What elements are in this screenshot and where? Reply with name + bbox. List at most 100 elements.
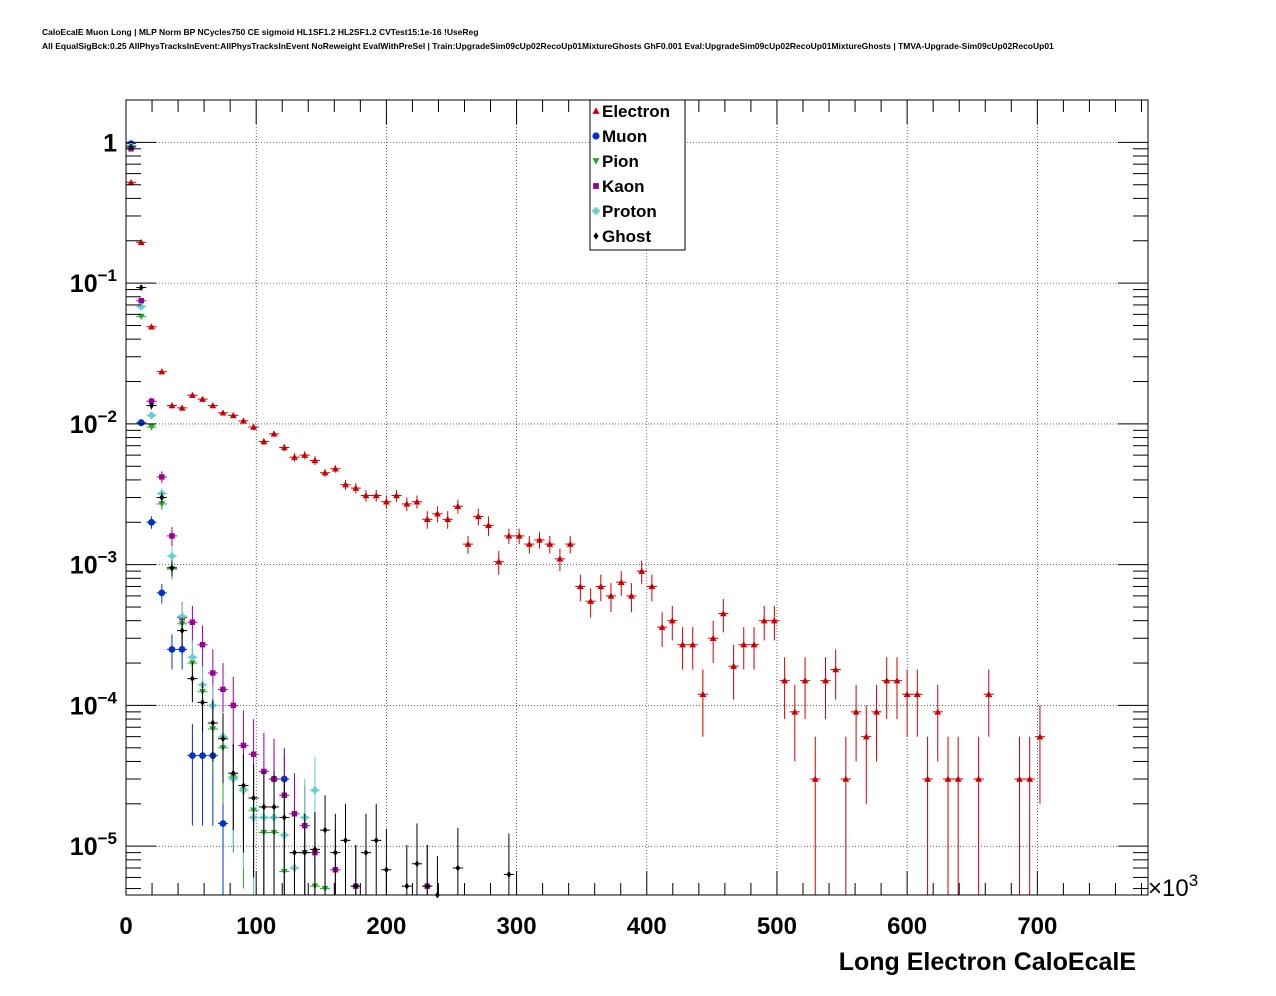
- data-point-muon: [188, 752, 196, 760]
- legend-marker-proton: [592, 207, 600, 215]
- data-point-ghost: [332, 849, 338, 857]
- legend-entry-electron: Electron: [592, 102, 670, 121]
- legend-entry-pion: Pion: [592, 152, 639, 171]
- data-point-pion: [158, 501, 166, 508]
- data-point-ghost: [404, 882, 410, 890]
- data-point-electron: [750, 641, 758, 648]
- data-point-electron: [137, 238, 145, 246]
- data-point-electron: [413, 498, 421, 505]
- data-point-proton: [148, 411, 155, 419]
- data-point-kaon: [250, 751, 257, 757]
- data-point-ghost: [241, 782, 246, 789]
- data-point-electron: [607, 592, 615, 599]
- data-point-electron: [842, 775, 850, 782]
- data-point-ghost: [302, 849, 308, 857]
- data-point-electron: [719, 610, 727, 617]
- data-point-electron: [709, 634, 717, 641]
- data-point-kaon: [220, 686, 226, 693]
- data-point-ghost: [190, 675, 195, 683]
- x-tick-label: 400: [627, 913, 667, 940]
- data-point-electron: [852, 708, 860, 715]
- data-point-electron: [934, 708, 942, 715]
- data-point-electron: [168, 402, 176, 409]
- data-point-electron: [862, 733, 870, 740]
- chart-subtitle: All EqualSigBck:0.25 AllPhysTracksInEven…: [42, 41, 1054, 51]
- data-point-electron: [628, 592, 635, 599]
- data-point-electron: [331, 465, 339, 472]
- data-point-pion: [148, 424, 155, 431]
- data-point-electron: [393, 492, 400, 499]
- data-point-ghost: [292, 849, 297, 857]
- data-point-electron: [893, 677, 901, 684]
- x-tick-label: 200: [366, 913, 406, 940]
- data-point-electron: [985, 690, 993, 697]
- x-tick-label: 100: [236, 913, 276, 940]
- data-point-kaon: [240, 742, 247, 749]
- data-point-proton: [137, 303, 145, 311]
- data-point-electron: [944, 775, 952, 782]
- axis-ticks: [125, 99, 1148, 895]
- data-point-electron: [280, 444, 288, 451]
- data-point-ghost: [261, 803, 267, 811]
- legend-box: [589, 99, 686, 251]
- data-point-muon: [219, 820, 227, 827]
- legend-marker-muon: [592, 132, 600, 140]
- data-point-pion: [137, 313, 145, 320]
- data-point-electron: [536, 536, 543, 543]
- data-point-electron: [556, 555, 564, 562]
- data-point-electron: [372, 492, 380, 499]
- data-point-electron: [434, 510, 441, 517]
- data-point-ghost: [159, 494, 165, 501]
- x-tick-label: 600: [887, 913, 927, 940]
- data-point-muon: [199, 752, 206, 760]
- y-tick-label: 10−5: [70, 829, 117, 861]
- data-point-electron: [525, 540, 533, 547]
- data-point-proton: [178, 612, 186, 620]
- data-point-ghost: [373, 836, 379, 844]
- data-point-ghost: [220, 735, 226, 743]
- data-point-proton: [311, 786, 319, 794]
- data-point-electron: [485, 522, 492, 529]
- y-tick-label: 10−1: [70, 266, 117, 298]
- data-point-ghost: [424, 882, 430, 890]
- legend: Electron Muon Pion Kaon Proton Ghost: [589, 99, 686, 251]
- y-tick-label: 1: [103, 129, 117, 157]
- data-point-electron: [382, 498, 390, 505]
- data-point-electron: [648, 583, 656, 590]
- data-point-ghost: [312, 845, 318, 853]
- x-tick-label: 700: [1017, 913, 1057, 940]
- legend-entry-proton: Proton: [592, 202, 657, 221]
- data-point-electron: [617, 578, 625, 585]
- data-point-proton: [168, 552, 176, 560]
- data-point-electron: [209, 402, 217, 409]
- data-point-ghost: [271, 803, 277, 811]
- data-point-electron: [352, 484, 360, 491]
- legend-label: Pion: [602, 152, 639, 171]
- data-point-electron: [730, 662, 738, 669]
- data-point-kaon: [148, 398, 155, 404]
- data-point-electron: [822, 677, 829, 684]
- legend-label: Ghost: [602, 227, 651, 246]
- data-point-electron: [740, 641, 748, 648]
- data-point-electron: [342, 481, 349, 488]
- data-point-ghost: [353, 882, 359, 890]
- data-point-electron: [913, 690, 921, 697]
- series-pion: [126, 144, 331, 895]
- data-point-ghost: [200, 699, 205, 706]
- data-point-electron: [699, 690, 707, 697]
- legend-entry-ghost: Ghost: [593, 227, 651, 246]
- data-point-ghost: [169, 564, 175, 572]
- data-point-electron: [291, 453, 298, 460]
- data-point-electron: [321, 469, 329, 476]
- data-point-electron: [658, 623, 666, 630]
- data-point-electron: [924, 775, 931, 782]
- data-point-electron: [311, 457, 319, 464]
- chart-title: CaloEcalE Muon Long | MLP Norm BP NCycle…: [42, 27, 479, 37]
- legend-label: Kaon: [602, 177, 645, 196]
- data-point-electron: [301, 451, 309, 458]
- data-point-electron: [760, 617, 768, 624]
- data-point-ghost: [363, 849, 369, 857]
- data-point-electron: [883, 677, 891, 684]
